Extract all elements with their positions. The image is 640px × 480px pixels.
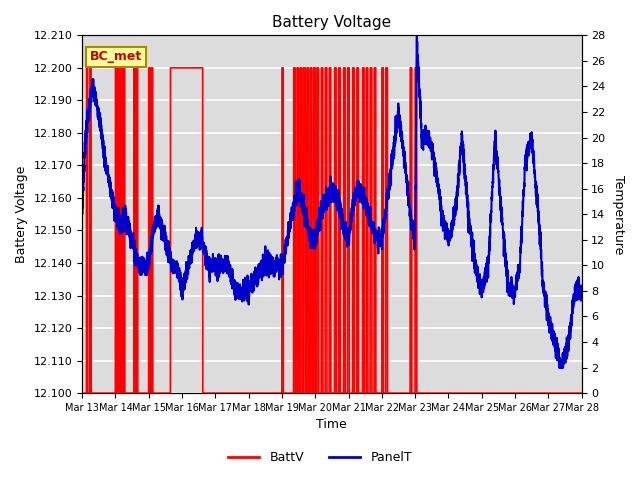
- Title: Battery Voltage: Battery Voltage: [272, 15, 392, 30]
- Legend: BattV, PanelT: BattV, PanelT: [223, 446, 417, 469]
- Y-axis label: Battery Voltage: Battery Voltage: [15, 166, 28, 263]
- Y-axis label: Temperature: Temperature: [612, 175, 625, 254]
- Text: BC_met: BC_met: [90, 50, 142, 63]
- X-axis label: Time: Time: [317, 419, 348, 432]
